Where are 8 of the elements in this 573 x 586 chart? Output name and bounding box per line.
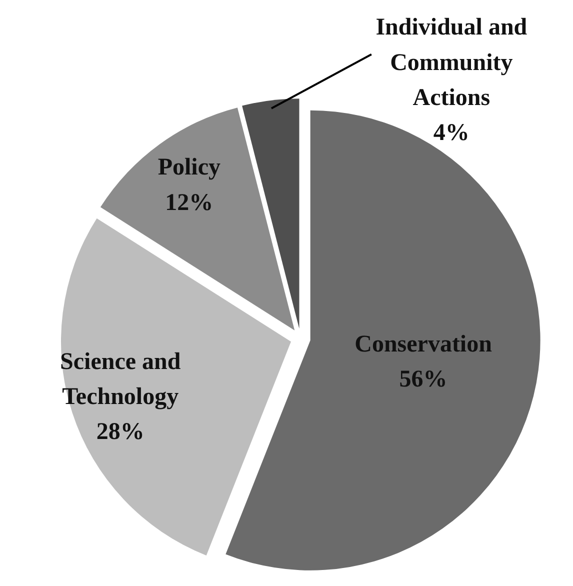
data-label: 12% [165, 190, 214, 216]
slice-label: Science and Technology [60, 348, 182, 410]
slice-label: Policy [158, 154, 221, 181]
slice-label: Conservation [354, 331, 492, 358]
data-label: 4% [433, 120, 470, 146]
data-label: 56% [399, 366, 448, 392]
data-label: 28% [96, 419, 144, 446]
slice-label: Individual and Community Actions [376, 14, 528, 111]
